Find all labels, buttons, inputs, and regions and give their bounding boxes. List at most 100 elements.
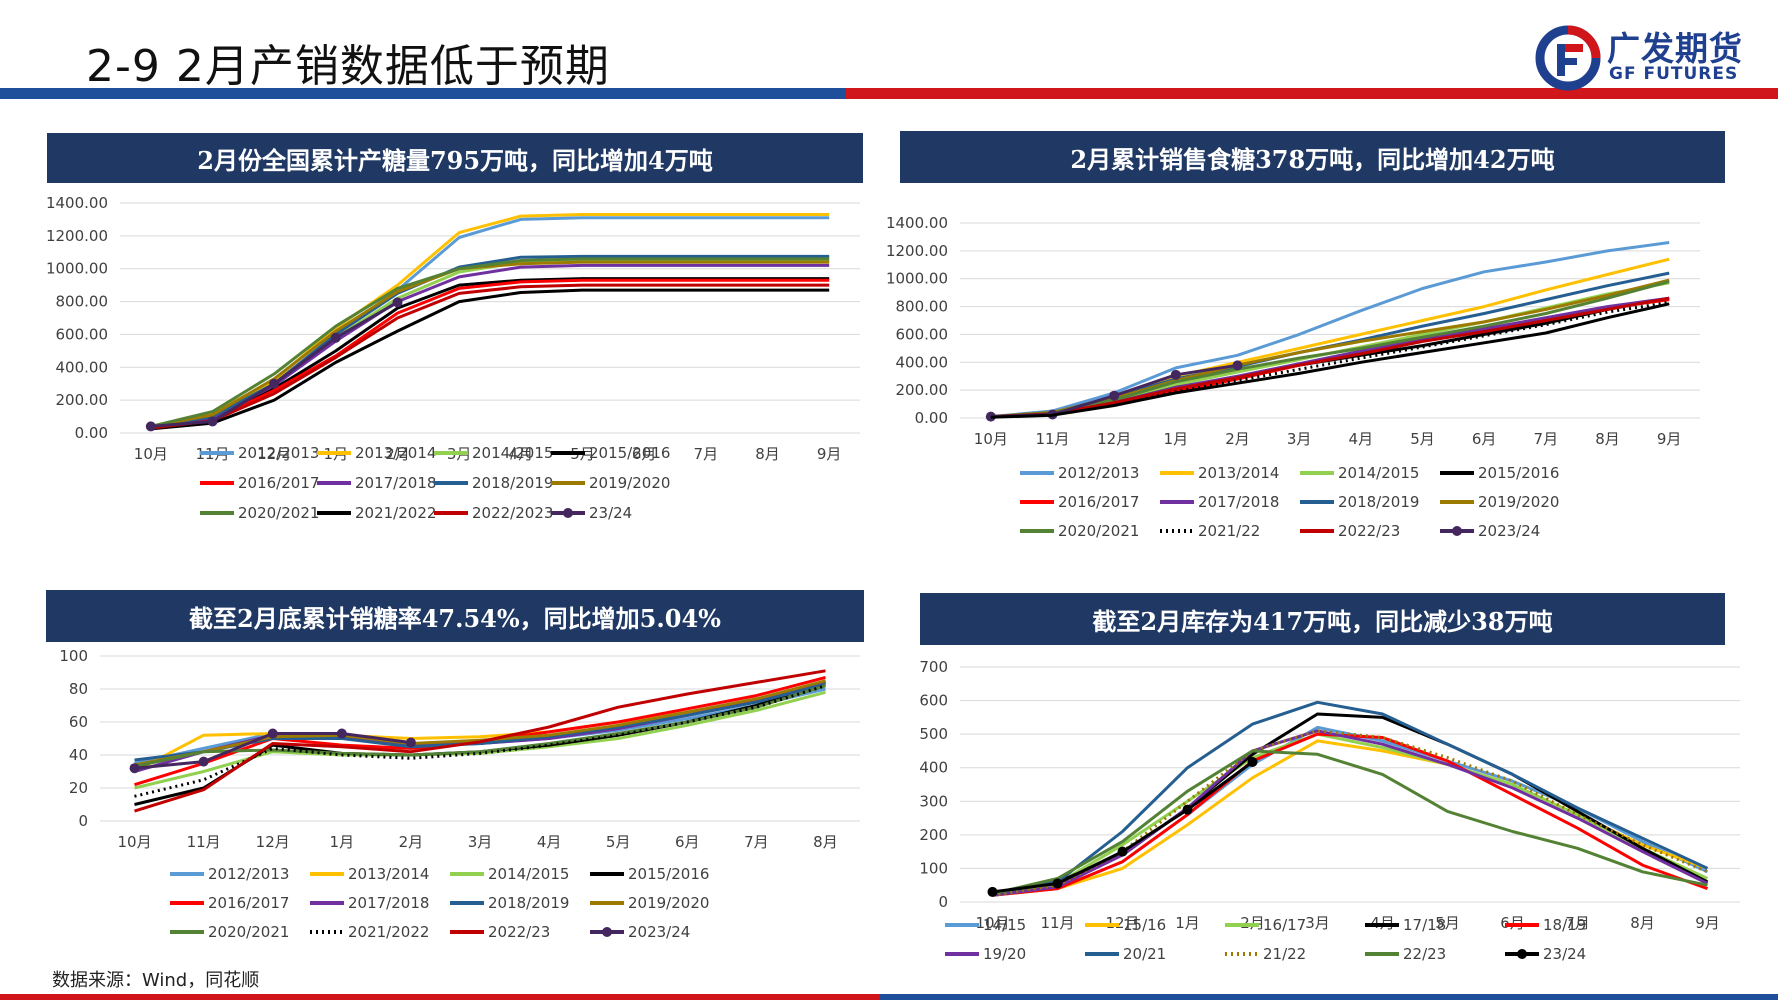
- legend-label: 2019/2020: [628, 894, 709, 912]
- y-tick-label: 0: [78, 812, 88, 830]
- y-tick-label: 600.00: [56, 325, 109, 343]
- series-line: [150, 283, 830, 430]
- x-tick-label: 8月: [755, 445, 780, 463]
- legend-label: 2023/24: [1478, 522, 1540, 540]
- series-point: [336, 728, 347, 739]
- series-point: [405, 737, 416, 748]
- x-tick-label: 7月: [694, 445, 719, 463]
- legend-label: 19/20: [983, 945, 1026, 963]
- y-tick-label: 0.00: [915, 409, 948, 427]
- legend-label: 2019/2020: [1478, 493, 1559, 511]
- x-tick-label: 4月: [1349, 430, 1374, 448]
- bottom-bar-red: [0, 994, 880, 1000]
- series-point: [129, 763, 140, 774]
- series-line: [150, 257, 830, 428]
- x-tick-label: 8月: [1595, 430, 1620, 448]
- series-line: [992, 732, 1709, 897]
- top-bar-red: [846, 88, 1778, 99]
- y-tick-label: 400.00: [896, 353, 949, 371]
- y-tick-label: 400.00: [56, 358, 109, 376]
- legend-label: 2013/2014: [348, 865, 429, 883]
- y-tick-label: 500: [919, 725, 948, 743]
- y-tick-label: 600.00: [896, 325, 949, 343]
- legend-label: 2017/2018: [1198, 493, 1279, 511]
- series-point: [1052, 878, 1063, 889]
- y-tick-label: 1000.00: [46, 260, 108, 278]
- series-point: [145, 421, 156, 432]
- legend-label: 23/24: [589, 504, 632, 522]
- x-tick-label: 9月: [1657, 430, 1682, 448]
- series-point: [1109, 390, 1120, 401]
- x-tick-label: 10月: [134, 445, 168, 463]
- series-line: [150, 288, 830, 431]
- series-line: [134, 675, 826, 787]
- legend-label: 2018/2019: [472, 474, 553, 492]
- y-tick-label: 60: [69, 713, 88, 731]
- gf-futures-logo: 广发期货 GF FUTURES: [1535, 18, 1767, 92]
- legend-label: 20/21: [1123, 945, 1166, 963]
- series-line: [990, 241, 1670, 419]
- series-line: [992, 732, 1709, 896]
- y-tick-label: 1200.00: [886, 242, 948, 260]
- x-tick-label: 5月: [606, 833, 631, 851]
- legend-label: 2015/2016: [589, 444, 670, 462]
- legend-label: 2022/23: [488, 923, 550, 941]
- x-tick-label: 6月: [632, 445, 657, 463]
- x-tick-label: 3月: [1305, 914, 1330, 932]
- legend-label: 17/18: [1403, 916, 1446, 934]
- x-tick-label: 7月: [744, 833, 769, 851]
- series-line: [990, 280, 1670, 419]
- x-tick-label: 2月: [1225, 430, 1250, 448]
- y-tick-label: 0.00: [75, 424, 108, 442]
- legend-label: 2012/2013: [208, 865, 289, 883]
- series-point: [1247, 757, 1258, 768]
- legend-label: 2020/2021: [1058, 522, 1139, 540]
- panel1-header: 2月份全国累计产糖量795万吨，同比增加4万吨: [47, 133, 863, 183]
- legend-label: 2012/2013: [1058, 464, 1139, 482]
- series-line: [990, 296, 1670, 419]
- top-bar-blue: [0, 88, 846, 99]
- y-tick-label: 20: [69, 779, 88, 797]
- series-line: [992, 700, 1709, 896]
- x-tick-label: 11月: [187, 833, 221, 851]
- y-tick-label: 600: [919, 692, 948, 710]
- legend-marker: [563, 508, 573, 518]
- series-point: [198, 756, 209, 767]
- legend-label: 2019/2020: [589, 474, 670, 492]
- x-tick-label: 11月: [1035, 430, 1069, 448]
- x-tick-label: 11月: [1040, 914, 1074, 932]
- series-line: [990, 300, 1670, 419]
- y-tick-label: 800.00: [56, 293, 109, 311]
- x-tick-label: 10月: [117, 833, 151, 851]
- y-tick-label: 1000.00: [886, 270, 948, 288]
- series-line: [134, 680, 826, 773]
- legend-label: 2015/2016: [1478, 464, 1559, 482]
- x-tick-label: 12月: [1097, 430, 1131, 448]
- y-tick-label: 400: [919, 759, 948, 777]
- series-line: [133, 682, 826, 773]
- series-line: [134, 669, 826, 813]
- series-point: [207, 416, 218, 427]
- legend-marker: [602, 927, 612, 937]
- series-line: [990, 302, 1670, 419]
- series-line: [150, 277, 830, 430]
- legend-marker: [1452, 526, 1462, 536]
- legend-label: 2013/2014: [1198, 464, 1279, 482]
- y-tick-label: 300: [919, 792, 948, 810]
- legend-label: 2022/23: [1338, 522, 1400, 540]
- x-tick-label: 8月: [813, 833, 838, 851]
- y-tick-label: 1400.00: [886, 214, 948, 232]
- slide-title: 2-9 2月产销数据低于预期: [86, 41, 610, 92]
- series-line: [990, 271, 1670, 419]
- y-tick-label: 200.00: [56, 391, 109, 409]
- legend-label: 2020/2021: [238, 504, 319, 522]
- series-line: [990, 278, 1670, 419]
- x-tick-label: 12月: [256, 833, 290, 851]
- legend-label: 2016/2017: [208, 894, 289, 912]
- legend-label: 2022/2023: [472, 504, 553, 522]
- legend-label: 2014/2015: [1338, 464, 1419, 482]
- y-tick-label: 200: [919, 826, 948, 844]
- y-tick-label: 800.00: [896, 298, 949, 316]
- series-line: [992, 749, 1708, 896]
- chart-sales-rate: 0 20 40 60 80 100 10月 11月 12月 1月 2月 3月 4月 5月 6月 7月 8月 201…: [59, 647, 860, 941]
